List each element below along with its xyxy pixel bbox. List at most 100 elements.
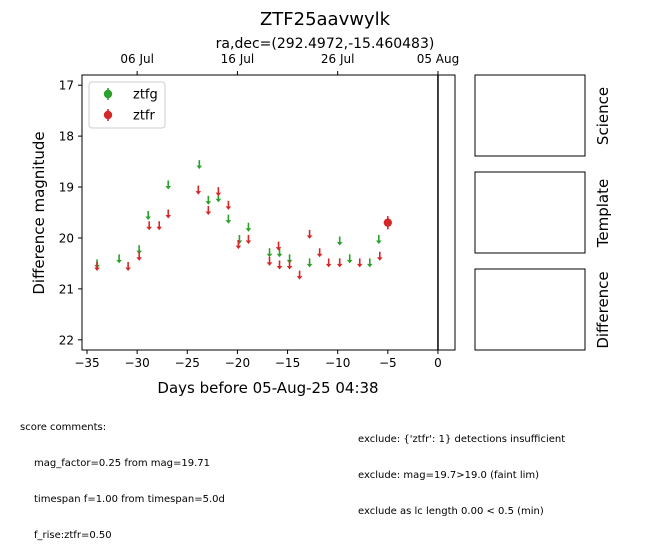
arrow-head bbox=[165, 215, 172, 219]
ztfg-upper-limit-marker bbox=[225, 214, 232, 224]
arrow-head bbox=[266, 262, 273, 266]
arrow-head bbox=[146, 226, 152, 231]
ztfr-upper-limit-marker bbox=[146, 221, 152, 231]
exclude-comment-line: exclude as lc length 0.00 < 0.5 (min) bbox=[358, 506, 544, 517]
ztfg-upper-limit-marker bbox=[116, 254, 122, 264]
arrow-head bbox=[225, 220, 232, 224]
legend-marker bbox=[103, 89, 113, 99]
ztfg-upper-limit-marker bbox=[375, 234, 382, 244]
thumbnail-panels: Science Template Difference bbox=[474, 74, 612, 351]
ztfg-upper-limit-marker bbox=[336, 236, 343, 246]
ztfg-upper-limit-marker bbox=[266, 248, 273, 258]
legend-marker bbox=[103, 110, 113, 120]
legend-label: ztfg bbox=[133, 88, 158, 103]
arrow-head bbox=[116, 259, 122, 264]
arrow-head bbox=[266, 253, 273, 258]
x-tick-label: −20 bbox=[225, 356, 250, 370]
x-tick-label: 0 bbox=[434, 356, 442, 370]
ztfr-upper-limit-marker bbox=[136, 251, 142, 261]
ztfr-upper-limit-marker bbox=[225, 200, 232, 210]
arrow-head bbox=[236, 240, 243, 244]
legend-label: ztfr bbox=[133, 109, 155, 124]
template-thumbnail bbox=[474, 171, 586, 254]
legend: ztfg ztfr bbox=[88, 81, 166, 129]
ztfr-upper-limit-marker bbox=[356, 258, 363, 268]
x-tick-label: −15 bbox=[275, 356, 300, 370]
y-tick-label: 21 bbox=[59, 282, 74, 296]
arrow-head bbox=[375, 240, 382, 244]
exclude-comments: exclude: {'ztfr': 1} detections insuffic… bbox=[358, 410, 565, 530]
y-tick-label: 19 bbox=[59, 181, 74, 195]
ztfg-upper-limit-marker bbox=[276, 248, 283, 258]
arrow-head bbox=[346, 259, 353, 264]
arrow-head bbox=[286, 265, 293, 270]
arrow-head bbox=[205, 211, 212, 215]
arrow-head bbox=[195, 191, 202, 195]
x-tick-label: −10 bbox=[325, 356, 350, 370]
ztfr-detection-point bbox=[383, 216, 393, 230]
ztfr-upper-limit-marker bbox=[306, 229, 313, 239]
ztfr-upper-limit-marker bbox=[165, 209, 172, 219]
ztfr-upper-limit-marker bbox=[156, 221, 163, 231]
ztfg-upper-limit-marker bbox=[366, 258, 373, 268]
top-x-tick-label: 26 Jul bbox=[321, 52, 355, 66]
ztfg-upper-limit-marker bbox=[346, 254, 353, 264]
ztfr-upper-limit-marker bbox=[325, 258, 332, 268]
template-label: Template bbox=[594, 179, 612, 248]
score-comment-line: f_rise:ztfr=0.50 bbox=[34, 530, 112, 541]
ztfr-upper-limit-marker bbox=[215, 187, 222, 197]
exclude-comment-line: exclude: {'ztfr': 1} detections insuffic… bbox=[358, 434, 566, 445]
arrow-head bbox=[94, 267, 100, 271]
y-tick-label: 17 bbox=[59, 79, 74, 93]
arrow-head bbox=[356, 263, 363, 268]
arrow-head bbox=[136, 257, 142, 261]
x-tick-label: −25 bbox=[175, 356, 200, 370]
top-x-tick-label: 05 Aug bbox=[417, 52, 460, 66]
arrow-head bbox=[156, 226, 163, 231]
y-tick-label: 22 bbox=[59, 333, 74, 347]
arrow-head bbox=[306, 263, 313, 268]
ztfr-upper-limit-marker bbox=[235, 240, 242, 250]
score-comments-header: score comments: bbox=[20, 422, 107, 433]
x-tick-label: −30 bbox=[124, 356, 149, 370]
ztfr-upper-limit-marker bbox=[205, 205, 212, 215]
ztfg-upper-limit-marker bbox=[196, 160, 203, 170]
ztfr-upper-limit-marker bbox=[376, 251, 383, 261]
top-x-tick-label: 06 Jul bbox=[120, 52, 154, 66]
ztfr-upper-limit-marker bbox=[336, 258, 343, 268]
y-tick-label: 18 bbox=[59, 130, 74, 144]
y-tick-label: 20 bbox=[59, 231, 74, 245]
ztfr-upper-limit-marker bbox=[276, 260, 283, 270]
arrow-head bbox=[215, 198, 222, 203]
ztfg-upper-limit-marker bbox=[145, 211, 151, 221]
arrow-head bbox=[196, 165, 203, 170]
arrow-head bbox=[205, 201, 212, 205]
science-thumbnail bbox=[474, 74, 586, 157]
y-axis-label: Difference magnitude bbox=[30, 131, 48, 294]
arrow-head bbox=[276, 253, 283, 258]
ztfg-upper-limit-marker bbox=[236, 234, 243, 244]
ztfg-upper-limit-marker bbox=[245, 222, 252, 232]
ztfr-upper-limit-marker bbox=[125, 261, 131, 271]
arrow-head bbox=[145, 216, 151, 221]
plot-area: −35 −30 −25 −20 −15 −10 −5 0 17 18 19 20 21 22 06 Jul 1… bbox=[59, 52, 459, 370]
score-comment-line: timespan f=1.00 from timespan=5.0d bbox=[34, 494, 225, 505]
ztfr-upper-limit-marker bbox=[266, 256, 273, 266]
ztfr-upper-limit-marker bbox=[286, 260, 293, 270]
arrow-head bbox=[325, 263, 332, 268]
arrow-head bbox=[165, 185, 172, 190]
x-tick-label: −5 bbox=[379, 356, 397, 370]
arrow-head bbox=[235, 245, 242, 250]
x-axis-label: Days before 05-Aug-25 04:38 bbox=[157, 379, 378, 397]
ztfr-upper-limit-marker bbox=[275, 241, 282, 251]
difference-label: Difference bbox=[594, 271, 612, 348]
arrow-head bbox=[376, 257, 383, 261]
arrow-head bbox=[276, 265, 283, 270]
science-label: Science bbox=[594, 87, 612, 145]
lightcurve-figure: ZTF25aavwylk ra,dec=(292.4972,-15.460483… bbox=[30, 9, 612, 397]
ztfr-upper-limit-marker bbox=[195, 185, 202, 195]
ztfg-upper-limit-marker bbox=[205, 195, 212, 205]
arrow-head bbox=[225, 206, 232, 210]
arrow-head bbox=[215, 192, 222, 197]
arrow-head bbox=[245, 228, 252, 232]
